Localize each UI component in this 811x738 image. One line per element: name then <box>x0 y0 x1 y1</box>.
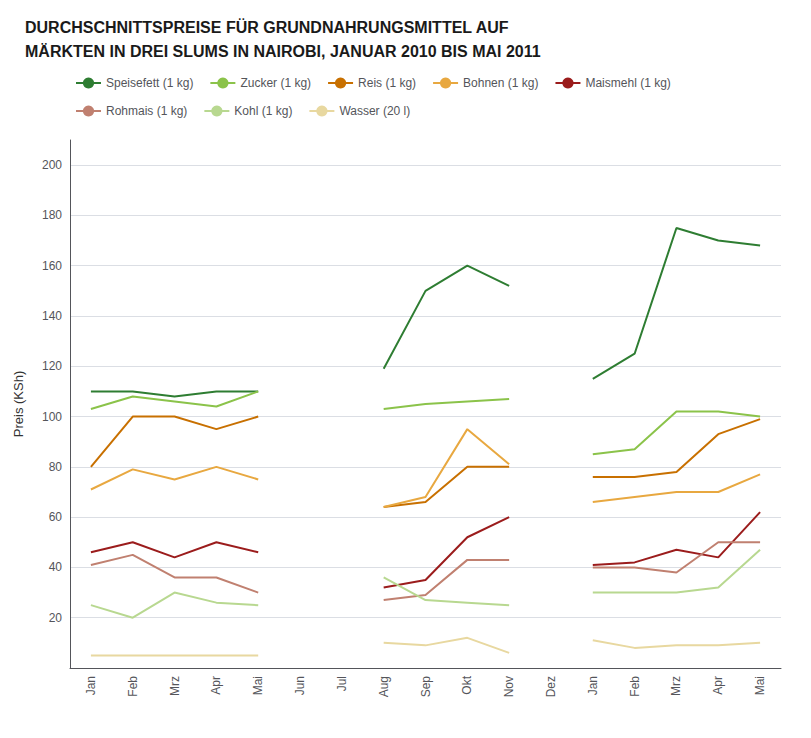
svg-text:Aug: Aug <box>377 676 391 697</box>
svg-text:Mrz: Mrz <box>669 676 683 696</box>
svg-text:60: 60 <box>49 510 63 524</box>
svg-text:Wasser (20 l): Wasser (20 l) <box>339 104 410 118</box>
svg-text:Mai: Mai <box>251 676 265 695</box>
svg-text:Okt: Okt <box>460 675 474 694</box>
svg-text:140: 140 <box>42 309 62 323</box>
svg-text:Preis (KSh): Preis (KSh) <box>11 371 26 437</box>
svg-text:Sep: Sep <box>419 676 433 698</box>
svg-text:DURCHSCHNITTSPREISE FÜR GRUNDN: DURCHSCHNITTSPREISE FÜR GRUNDNAHRUNGSMIT… <box>25 18 509 36</box>
svg-text:Dez: Dez <box>544 676 558 697</box>
svg-text:Zucker (1 kg): Zucker (1 kg) <box>240 76 311 90</box>
svg-text:Mrz: Mrz <box>168 676 182 696</box>
svg-text:120: 120 <box>42 359 62 373</box>
svg-text:Feb: Feb <box>628 676 642 697</box>
svg-text:Jun: Jun <box>293 676 307 695</box>
svg-text:MÄRKTEN IN DREI SLUMS IN NAIRO: MÄRKTEN IN DREI SLUMS IN NAIROBI, JANUAR… <box>25 43 541 60</box>
svg-text:Maismehl (1 kg): Maismehl (1 kg) <box>585 76 670 90</box>
svg-text:Bohnen (1 kg): Bohnen (1 kg) <box>463 76 538 90</box>
svg-text:Mai: Mai <box>753 676 767 695</box>
svg-text:Kohl (1 kg): Kohl (1 kg) <box>234 104 292 118</box>
svg-text:Speisefett (1 kg): Speisefett (1 kg) <box>106 76 193 90</box>
svg-text:Nov: Nov <box>502 676 516 697</box>
svg-text:Apr: Apr <box>209 676 223 695</box>
svg-text:Jan: Jan <box>586 676 600 695</box>
svg-text:200: 200 <box>42 158 62 172</box>
svg-text:180: 180 <box>42 208 62 222</box>
svg-text:Feb: Feb <box>126 676 140 697</box>
svg-text:Reis (1 kg): Reis (1 kg) <box>358 76 416 90</box>
svg-text:Jul: Jul <box>335 676 349 691</box>
svg-text:Jan: Jan <box>84 676 98 695</box>
svg-text:100: 100 <box>42 410 62 424</box>
svg-text:80: 80 <box>49 460 63 474</box>
svg-text:20: 20 <box>49 611 63 625</box>
svg-text:Apr: Apr <box>711 676 725 695</box>
svg-text:Rohmais (1 kg): Rohmais (1 kg) <box>106 104 187 118</box>
svg-text:40: 40 <box>49 560 63 574</box>
svg-text:160: 160 <box>42 259 62 273</box>
